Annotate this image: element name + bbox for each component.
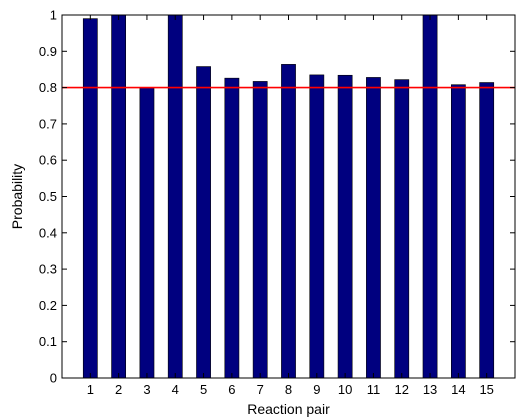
bar-14 [450, 84, 466, 379]
x-axis-label: Reaction pair [247, 401, 330, 417]
x-tick-label-1: 1 [87, 382, 94, 397]
x-tick-label-10: 10 [338, 382, 352, 397]
x-tick-label-2: 2 [115, 382, 122, 397]
x-axis: 1 2 3 4 5 6 7 8 9 10 11 12 13 14 15 [87, 15, 494, 397]
x-tick-label-9: 9 [313, 382, 320, 397]
x-tick-label-14: 14 [451, 382, 465, 397]
y-tick-label-1: 1 [50, 8, 57, 23]
y-tick-label-0.8: 0.8 [39, 80, 57, 95]
bar-7 [252, 81, 268, 379]
bar-4 [167, 14, 183, 379]
y-axis: 0 0.1 0.2 0.3 0.4 0.5 0.6 0.7 0.8 0.9 1 [39, 8, 515, 386]
x-tick-label-13: 13 [423, 382, 437, 397]
bar-11 [366, 77, 381, 379]
y-tick-label-0.9: 0.9 [39, 44, 57, 59]
x-tick-label-11: 11 [367, 382, 381, 397]
bar-12 [394, 79, 410, 379]
bar-2 [111, 14, 127, 379]
x-tick-label-4: 4 [172, 382, 179, 397]
bar-8 [281, 64, 296, 379]
y-tick-label-0.2: 0.2 [39, 298, 57, 313]
y-tick-label-0.1: 0.1 [39, 334, 57, 349]
x-tick-label-5: 5 [200, 382, 207, 397]
y-tick-label-0.7: 0.7 [39, 116, 57, 131]
bar-3 [139, 87, 155, 379]
x-tick-label-15: 15 [479, 382, 493, 397]
bar-9 [309, 74, 325, 379]
y-tick-label-0.4: 0.4 [39, 225, 57, 240]
bar-6 [224, 77, 240, 379]
bar-15 [479, 82, 495, 379]
x-tick-label-8: 8 [285, 382, 292, 397]
bar-13 [422, 14, 438, 379]
x-tick-label-6: 6 [228, 382, 235, 397]
bar-5 [196, 66, 211, 379]
bar-10 [337, 74, 353, 379]
bar-1 [82, 18, 98, 379]
bars-group [82, 14, 495, 379]
y-tick-label-0.6: 0.6 [39, 153, 57, 168]
y-tick-label-0.3: 0.3 [39, 262, 57, 277]
x-tick-label-3: 3 [143, 382, 150, 397]
y-axis-label: Probability [9, 164, 25, 229]
x-tick-label-12: 12 [395, 382, 409, 397]
y-tick-label-0: 0 [50, 371, 57, 386]
x-tick-label-7: 7 [257, 382, 264, 397]
y-tick-label-0.5: 0.5 [39, 189, 57, 204]
